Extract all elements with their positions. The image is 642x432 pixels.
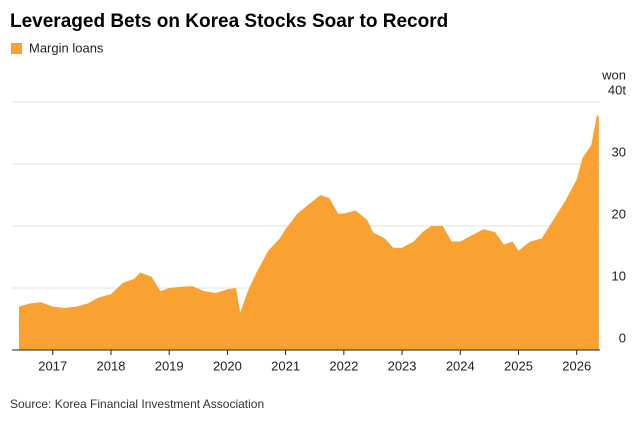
x-tick-label: 2019 [155, 358, 184, 373]
x-tick-label: 2017 [38, 358, 67, 373]
y-tick-label: 30 [612, 144, 626, 159]
x-tick-label: 2026 [562, 358, 591, 373]
x-tick-label: 2021 [271, 358, 300, 373]
y-tick-label: 20 [612, 206, 626, 221]
legend-swatch [11, 43, 22, 54]
x-tick-label: 2023 [388, 358, 417, 373]
x-tick-label: 2020 [213, 358, 242, 373]
chart-title: Leveraged Bets on Korea Stocks Soar to R… [10, 11, 448, 32]
x-tick-label: 2022 [329, 358, 358, 373]
x-tick-label: 2025 [504, 358, 533, 373]
y-unit: won [601, 67, 626, 82]
x-tick-label: 2024 [446, 358, 475, 373]
y-tick-label: 0 [619, 330, 626, 345]
source: Source: Korea Financial Investment Assoc… [10, 397, 264, 411]
y-tick-label: 10 [612, 268, 626, 283]
area [18, 114, 599, 351]
y-tick-label: 40t [608, 82, 626, 97]
legend-label: Margin loans [29, 40, 104, 55]
x-tick-label: 2018 [97, 358, 126, 373]
